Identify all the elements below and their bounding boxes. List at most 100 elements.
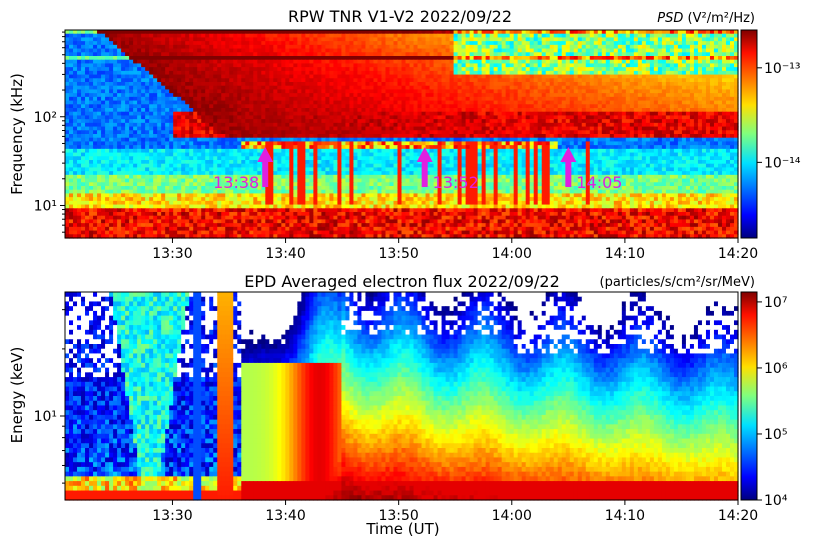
heat-cell	[261, 93, 266, 98]
heat-cell	[157, 78, 162, 83]
heat-cell	[217, 104, 222, 109]
heat-cell	[229, 89, 234, 94]
heat-cell	[181, 37, 186, 42]
heat-cell	[373, 67, 379, 72]
heat-cell	[337, 85, 343, 91]
heat-cell	[561, 56, 567, 61]
heat-cell	[177, 111, 182, 117]
heat-cell	[349, 119, 355, 124]
heat-cell	[97, 67, 102, 72]
heat-cell	[337, 100, 343, 105]
heat-cell	[265, 126, 270, 131]
heat-cell	[277, 37, 282, 42]
heat-cell	[269, 30, 274, 35]
heat-cell	[549, 52, 555, 57]
heat-cell	[101, 119, 106, 124]
heat-cell	[677, 78, 683, 83]
heat-cell	[601, 115, 607, 120]
heat-cell	[365, 56, 371, 61]
heat-cell	[241, 37, 246, 42]
heat-cell	[493, 70, 499, 76]
heat-cell	[665, 74, 671, 79]
heat-cell	[305, 30, 310, 35]
heat-cell	[377, 126, 383, 131]
heat-cell	[593, 89, 599, 94]
heat-cell	[309, 44, 314, 50]
heat-cell	[133, 67, 138, 72]
heat-cell	[241, 130, 246, 135]
heat-cell	[353, 37, 359, 42]
heat-cell	[93, 37, 98, 42]
heat-cell	[285, 67, 290, 72]
heat-cell	[93, 59, 98, 65]
heat-cell	[101, 56, 106, 61]
heat-cell	[225, 104, 230, 109]
heat-cell	[345, 59, 351, 65]
heat-cell	[553, 33, 559, 39]
heat-cell	[369, 115, 375, 120]
heat-cell	[113, 122, 118, 128]
heat-cell	[713, 41, 719, 46]
heat-cell	[97, 44, 102, 50]
heat-cell	[353, 96, 359, 102]
heat-cell	[609, 104, 615, 109]
heat-cell	[221, 115, 226, 120]
heat-cell	[377, 104, 383, 109]
heat-cell	[725, 30, 731, 35]
heat-cell	[281, 134, 286, 139]
heat-cell	[617, 74, 623, 79]
heat-cell	[457, 78, 463, 83]
heat-cell	[329, 44, 334, 50]
heat-cell	[645, 56, 651, 61]
heat-cell	[597, 52, 603, 57]
heat-cell	[241, 56, 246, 61]
heat-cell	[289, 63, 294, 68]
heat-cell	[65, 63, 70, 68]
heat-cell	[81, 82, 86, 87]
heat-cell	[157, 137, 162, 143]
heat-cell	[141, 93, 146, 98]
heat-cell	[361, 52, 367, 57]
heat-cell	[585, 93, 591, 98]
heat-cell	[497, 52, 503, 57]
heat-cell	[357, 78, 363, 83]
heat-cell	[525, 33, 531, 39]
heat-cell	[413, 93, 419, 98]
heat-cell	[129, 85, 134, 91]
heat-cell	[289, 137, 294, 143]
heat-cell	[721, 33, 727, 39]
heat-cell	[325, 100, 330, 105]
heat-cell	[285, 33, 290, 39]
heat-cell	[349, 126, 355, 131]
heat-cell	[641, 33, 647, 39]
heat-cell	[65, 33, 70, 39]
heat-cell	[89, 52, 94, 57]
heat-cell	[625, 130, 631, 135]
heat-cell	[453, 78, 459, 83]
heat-cell	[173, 67, 178, 72]
heat-cell	[713, 56, 719, 61]
heat-cell	[417, 111, 423, 117]
heat-cell	[385, 37, 391, 42]
heat-cell	[641, 41, 647, 46]
heat-cell	[389, 115, 395, 120]
heat-cell	[397, 78, 403, 83]
heat-cell	[161, 137, 166, 143]
heat-cell	[525, 108, 531, 113]
heat-cell	[233, 70, 238, 76]
heat-cell	[85, 44, 90, 50]
heat-cell	[653, 108, 659, 113]
heat-cell	[221, 41, 226, 46]
heat-cell	[609, 59, 615, 65]
heat-cell	[525, 30, 531, 35]
heat-cell	[285, 59, 290, 65]
heat-cell	[357, 52, 363, 57]
heat-cell	[577, 59, 583, 65]
heat-cell	[597, 122, 603, 128]
heat-cell	[701, 85, 707, 91]
heat-cell	[277, 63, 282, 68]
heat-cell	[141, 134, 146, 139]
heat-cell	[389, 63, 395, 68]
heat-cell	[405, 74, 411, 79]
heat-cell	[77, 59, 82, 65]
